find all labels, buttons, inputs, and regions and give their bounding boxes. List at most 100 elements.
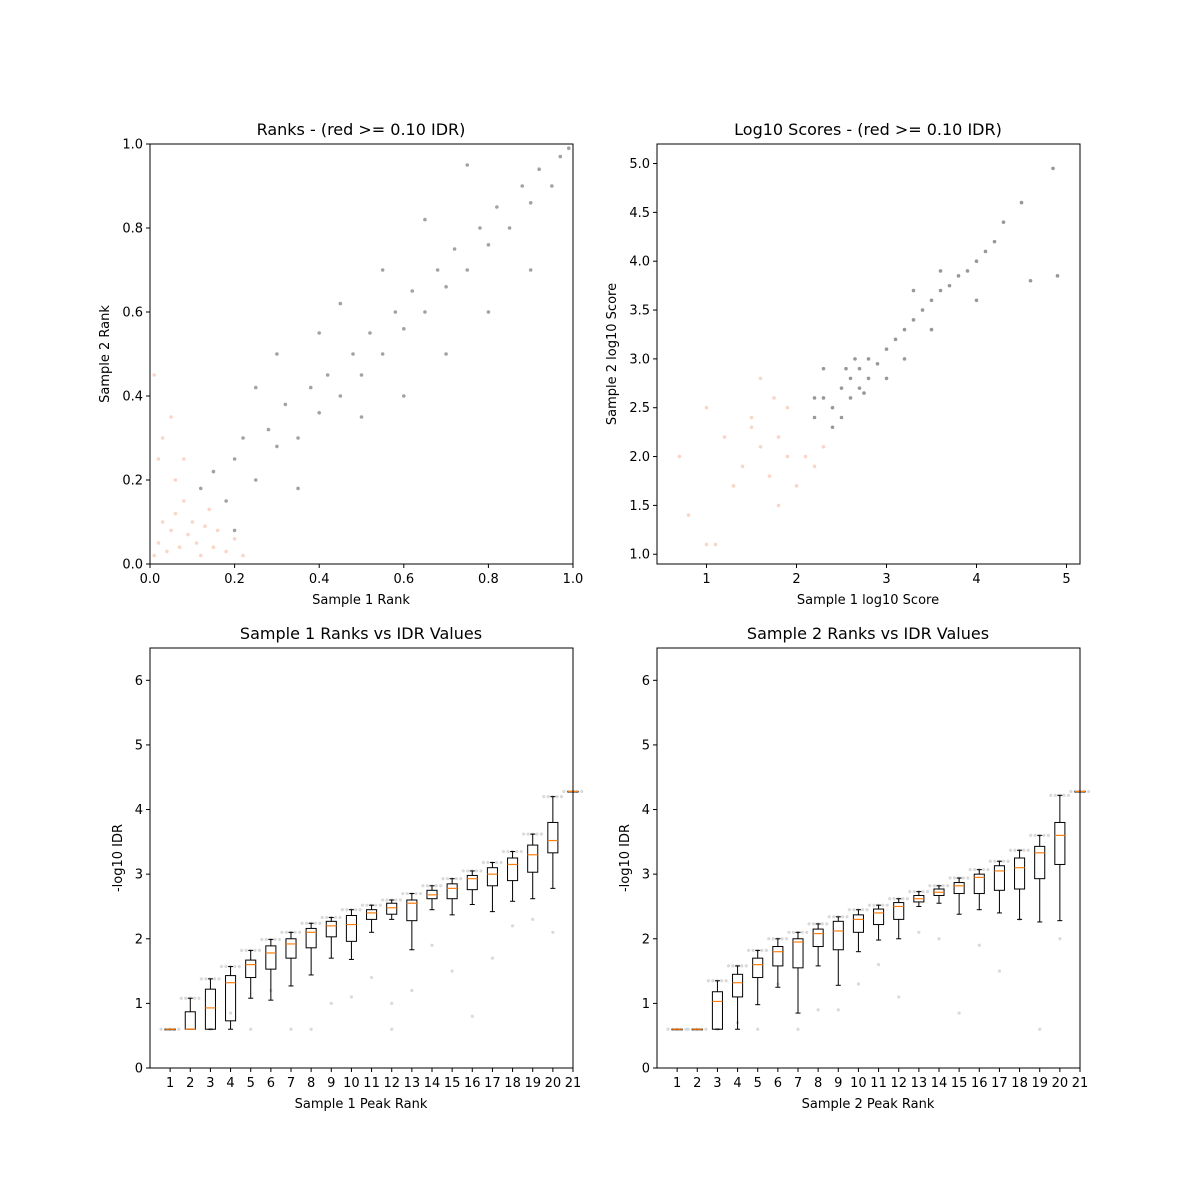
sample1-box [265, 938, 277, 1001]
sample1-idr-point [264, 937, 268, 942]
sample2-x-tick-label: 10 [850, 1076, 867, 1091]
sample1-idr-point [486, 860, 490, 865]
sample2-idr-point [1002, 859, 1006, 863]
sample1-x-tick-label: 15 [444, 1076, 461, 1091]
ranks-pass-point [351, 352, 355, 356]
sample2-idr-point [784, 937, 789, 941]
sample2-box-body [953, 882, 965, 895]
sample2-box-body [993, 865, 1005, 891]
sample2-idr-point [961, 876, 965, 880]
sample1-idr-point [481, 860, 485, 865]
sample2-outlier-point [1038, 1027, 1042, 1031]
sample1-idr-point [421, 884, 425, 888]
sample1-outlier-point [510, 924, 515, 928]
ranks-pass-point [558, 154, 563, 159]
ranks-y-tick-label: 0.2 [122, 474, 143, 489]
sample2-idr-point [764, 948, 768, 953]
sample2-idr-point [881, 903, 885, 907]
sample2-idr-point [932, 884, 936, 888]
sample1-outlier-point [470, 1014, 474, 1018]
sample2-idr-point [892, 897, 896, 901]
sample2-box [893, 898, 905, 940]
ranks-fail-point [156, 457, 161, 461]
sample2-x-tick-label: 4 [733, 1076, 741, 1091]
ranks-pass-point [486, 310, 491, 314]
scores-y-axis-label: Sample 2 log10 Score [605, 283, 620, 425]
scores-pass-point [884, 347, 889, 351]
sample1-idr-point [506, 849, 510, 854]
ranks-pass-point [283, 402, 288, 407]
scores-pass-point [920, 308, 925, 312]
sample1-idr-point [280, 930, 284, 934]
ranks-fail-point [169, 415, 173, 419]
sample1-x-tick-label: 6 [267, 1076, 275, 1091]
sample2-box-body [732, 973, 744, 998]
sample1-idr-point [398, 898, 402, 902]
sample2-box-body [711, 991, 723, 1030]
ranks-fail-point [241, 553, 245, 558]
sample1-box-body [547, 821, 559, 854]
sample1-x-axis-label: Sample 1 Peak Rank [295, 1097, 428, 1112]
scores-pass-point [844, 366, 848, 371]
ranks-fail-point [152, 553, 157, 558]
sample1-box [345, 909, 357, 960]
sample1-outlier-point [329, 1001, 333, 1005]
sample1-idr-point [479, 869, 483, 873]
scores-pass-point [839, 415, 844, 420]
sample1-idr-point [184, 996, 188, 1000]
sample1-idr-point [300, 921, 304, 925]
sample1-idr-point [459, 877, 463, 881]
sample1-box [406, 893, 418, 951]
scores-pass-point [830, 405, 835, 410]
sample2-idr-point [872, 903, 876, 907]
sample1-idr-point [204, 977, 208, 981]
scores-fail-point [713, 542, 718, 547]
sample2-box-body [1054, 821, 1066, 865]
sample2-box [993, 860, 1005, 914]
sample2-idr-point [925, 890, 930, 894]
sample1-box [225, 966, 237, 1030]
sample2-x-tick-label: 7 [794, 1076, 802, 1091]
ranks-pass-point [211, 469, 216, 474]
ranks-pass-point [232, 457, 237, 461]
ranks-x-tick-label: 0.2 [224, 572, 245, 587]
ranks-y-tick-label: 1.0 [122, 138, 143, 153]
sample1-idr-point [320, 915, 324, 920]
sample1-box [285, 931, 297, 987]
sample2-idr-point [747, 948, 751, 953]
scores-y-tick-label: 3.0 [629, 352, 650, 367]
sample1-idr-point [179, 996, 183, 1000]
sample1-box-body [466, 874, 478, 891]
sample2-idr-point [711, 979, 715, 983]
sample2-idr-point [966, 876, 970, 880]
sample1-x-tick-label: 17 [484, 1076, 501, 1091]
sample1-x-tick-label: 3 [206, 1076, 214, 1091]
scores-pass-point [992, 239, 997, 244]
scores-fail-point [722, 435, 727, 439]
sample1-idr-point [277, 937, 282, 942]
sample1-outlier-point [228, 1011, 233, 1015]
scores-fail-point [803, 454, 808, 459]
sample2-boxplot-panel: Sample 2 Ranks vs IDR Values 1 2 3 4 5 6 7 8 9 10… [618, 624, 1091, 1112]
scores-fail-point [758, 444, 763, 449]
sample1-idr-point [197, 996, 201, 1000]
sample2-idr-point [986, 868, 990, 872]
sample1-idr-point [237, 964, 241, 969]
sample2-x-tick-label: 11 [870, 1076, 887, 1091]
ranks-pass-point [537, 167, 541, 171]
sample2-idr-point [780, 937, 784, 941]
sample2-x-tick-label: 21 [1072, 1076, 1089, 1091]
ranks-x-tick-label: 0.8 [478, 572, 499, 587]
sample1-idr-point [394, 898, 398, 902]
sample1-box [446, 878, 458, 916]
sample1-idr-point [434, 884, 438, 888]
scores-pass-point [821, 396, 826, 400]
sample2-idr-point [941, 884, 945, 888]
sample1-box-body [386, 902, 398, 915]
sample2-idr-point [908, 890, 912, 894]
scores-pass-point [839, 386, 844, 390]
sample1-box-body [265, 945, 277, 970]
sample1-idr-point [501, 849, 506, 854]
sample1-idr-point [378, 903, 382, 907]
sample2-outlier-point [856, 982, 861, 986]
